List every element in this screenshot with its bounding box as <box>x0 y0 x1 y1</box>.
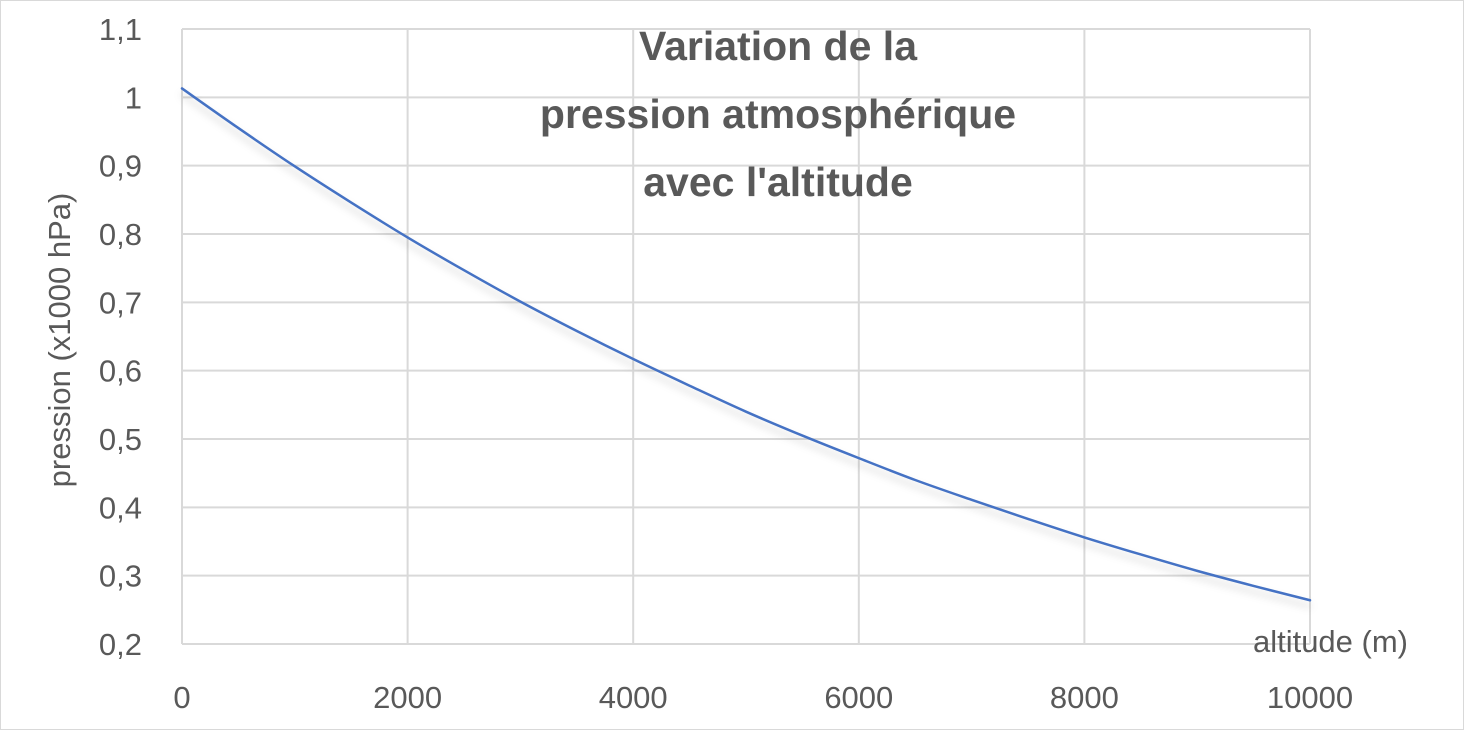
y-tick-label: 1 <box>125 80 142 115</box>
y-axis-tick-labels: 0,2 0,3 0,4 0,5 0,6 0,7 0,8 0,9 1 1,1 <box>99 12 142 662</box>
chart-title-line: pression atmosphérique <box>540 91 1016 137</box>
y-tick-label: 0,7 <box>99 285 142 320</box>
y-tick-label: 0,6 <box>99 354 142 389</box>
pressure-series-line <box>180 87 1312 602</box>
chart-title: Variation de la pression atmosphérique ave… <box>540 23 1016 205</box>
y-tick-label: 0,5 <box>99 422 142 457</box>
x-tick-label: 10000 <box>1267 680 1353 715</box>
x-tick-label: 8000 <box>1050 680 1119 715</box>
chart-title-line: avec l'altitude <box>643 159 913 205</box>
y-axis-title: pression (x1000 hPa) <box>42 193 77 488</box>
y-tick-label: 0,4 <box>99 490 142 525</box>
x-axis-tick-labels: 0 2000 4000 6000 8000 10000 <box>173 680 1353 715</box>
y-tick-label: 0,9 <box>99 149 142 184</box>
x-axis-title: altitude (m) <box>1253 624 1408 659</box>
x-tick-label: 4000 <box>599 680 668 715</box>
x-tick-label: 6000 <box>824 680 893 715</box>
y-tick-label: 1,1 <box>99 12 142 47</box>
y-tick-label: 0,2 <box>99 627 142 662</box>
x-tick-label: 2000 <box>373 680 442 715</box>
y-tick-label: 0,3 <box>99 559 142 594</box>
x-tick-label: 0 <box>173 680 190 715</box>
chart-title-line: Variation de la <box>639 23 918 69</box>
vertical-gridlines <box>181 29 1311 644</box>
y-tick-label: 0,8 <box>99 217 142 252</box>
horizontal-gridlines <box>182 28 1310 645</box>
